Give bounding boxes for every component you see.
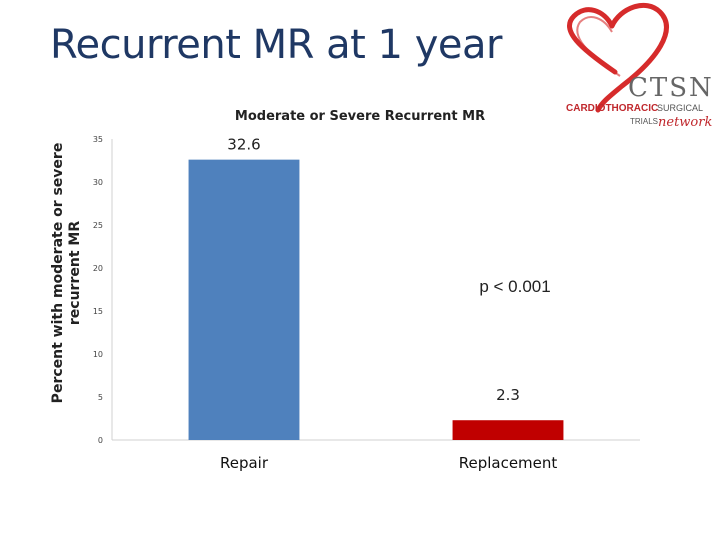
y-tick-label: 35 <box>93 135 103 144</box>
slide-title: Recurrent MR at 1 year <box>50 22 502 68</box>
logo-line2: TRIALS <box>630 117 658 126</box>
heart-logo: CTSN CARDIOTHORACIC SURGICAL TRIALS netw… <box>566 2 714 130</box>
data-label-repair: 32.6 <box>227 136 260 154</box>
data-label-replacement: 2.3 <box>496 386 520 404</box>
y-tick-label: 10 <box>93 350 103 359</box>
logo-line2b: network <box>658 115 712 130</box>
y-tick-label: 20 <box>93 264 103 273</box>
y-tick-label: 25 <box>93 221 103 230</box>
y-axis-title: Percent with moderate or severe recurren… <box>50 143 83 404</box>
category-label-repair: Repair <box>220 454 269 472</box>
chart-title: Moderate or Severe Recurrent MR <box>235 109 485 124</box>
y-tick-label: 0 <box>98 436 103 445</box>
category-label-replacement: Replacement <box>459 454 558 472</box>
logo-acronym: CTSN <box>628 73 714 103</box>
y-axis-title-line-1: Percent with moderate or severe <box>50 143 66 404</box>
y-tick-label: 30 <box>93 178 103 187</box>
logo-line1: CARDIOTHORACIC <box>566 103 658 114</box>
bar-repair <box>188 159 300 440</box>
bar-replacement <box>452 420 564 440</box>
y-tick-label: 5 <box>98 393 103 402</box>
y-axis-title-line-2: recurrent MR <box>67 221 83 325</box>
logo-line1b: SURGICAL <box>657 103 703 113</box>
y-tick-label: 15 <box>93 307 103 316</box>
heart-icon <box>567 2 669 113</box>
p-value-annotation: p < 0.001 <box>479 277 550 296</box>
